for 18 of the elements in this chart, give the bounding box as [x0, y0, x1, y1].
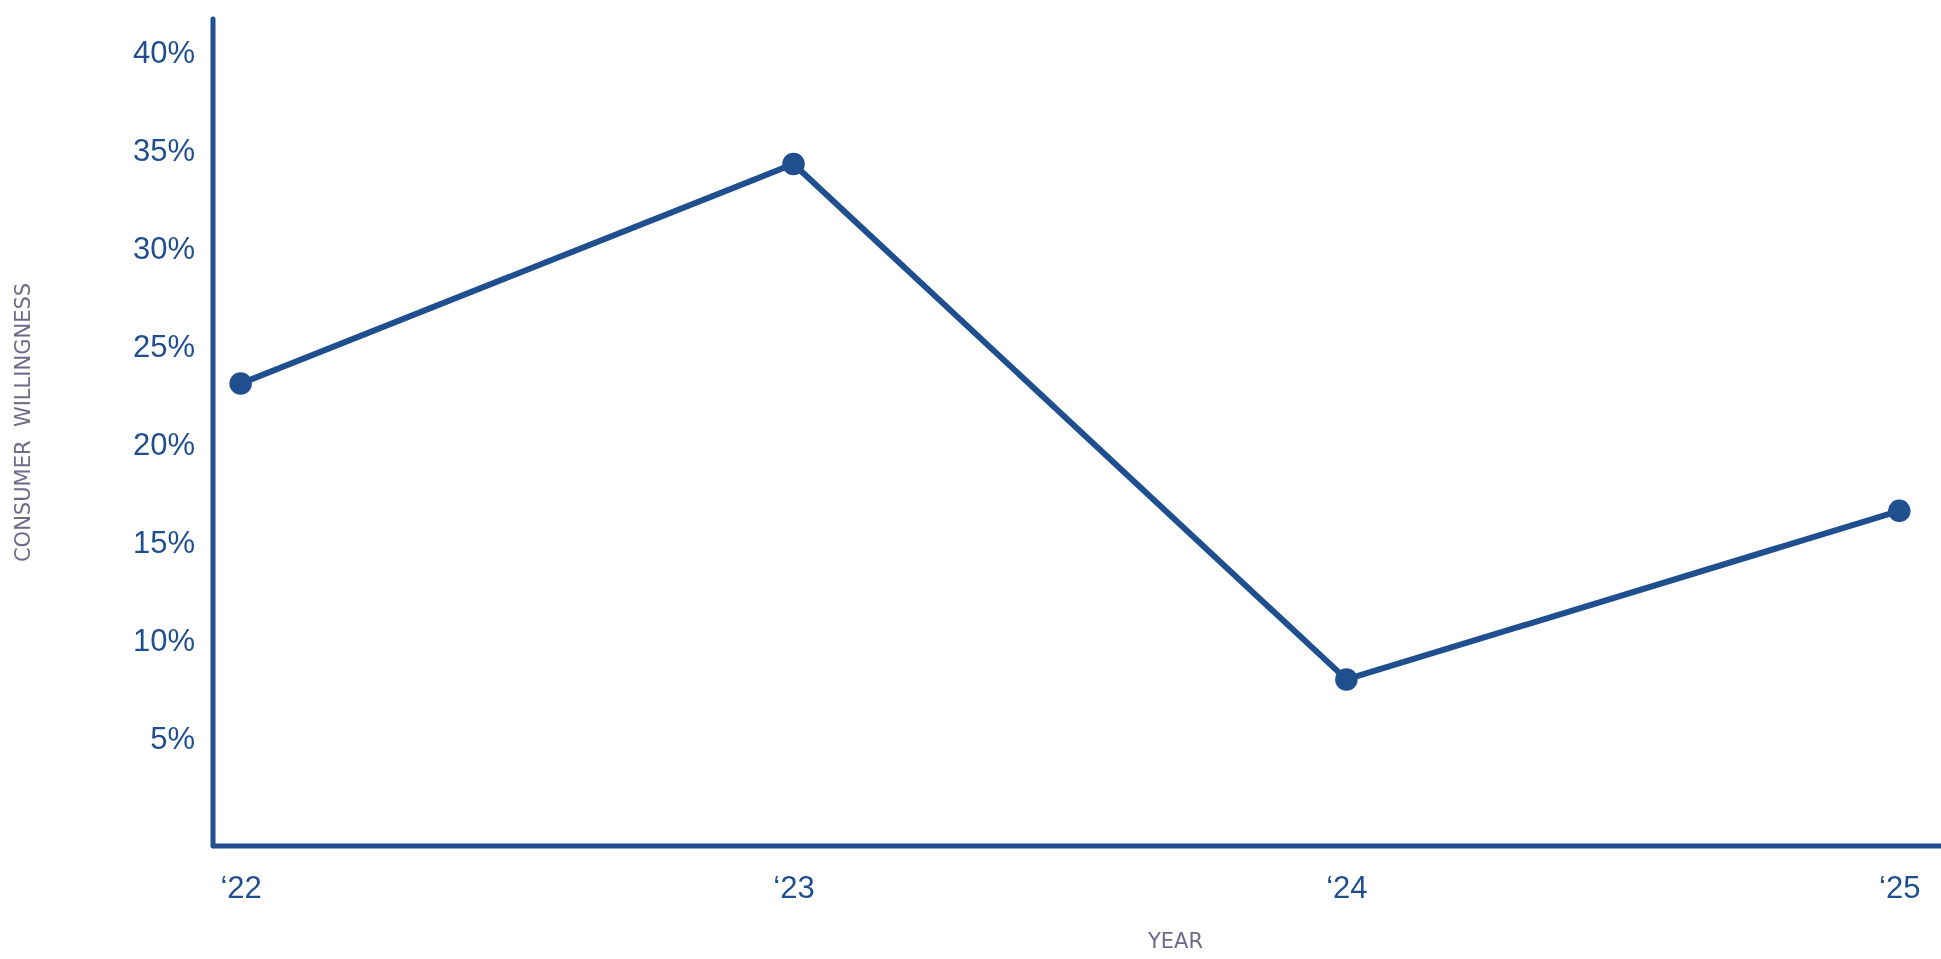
x-tick-label: ‘25: [1879, 870, 1921, 906]
x-tick-label: ‘22: [220, 870, 262, 906]
y-tick-label: 35%: [132, 132, 195, 168]
y-tick-label: 25%: [132, 328, 195, 364]
y-tick-label: 10%: [132, 622, 195, 658]
x-tick-label: ‘24: [1326, 870, 1368, 906]
y-tick-label: 40%: [132, 34, 195, 70]
y-axis-title: CONSUMER WILLINGNESS: [11, 282, 35, 563]
y-tick-label: 20%: [132, 426, 195, 462]
point: [1335, 668, 1358, 691]
x-axis-title: YEAR: [1146, 929, 1204, 953]
point: [782, 152, 805, 176]
y-tick-label: 30%: [132, 230, 195, 266]
point: [229, 372, 252, 395]
y-tick-label: 5%: [150, 720, 195, 756]
x-tick-label: ‘23: [773, 870, 815, 906]
point: [1888, 499, 1911, 523]
y-tick-label: 15%: [132, 524, 195, 560]
